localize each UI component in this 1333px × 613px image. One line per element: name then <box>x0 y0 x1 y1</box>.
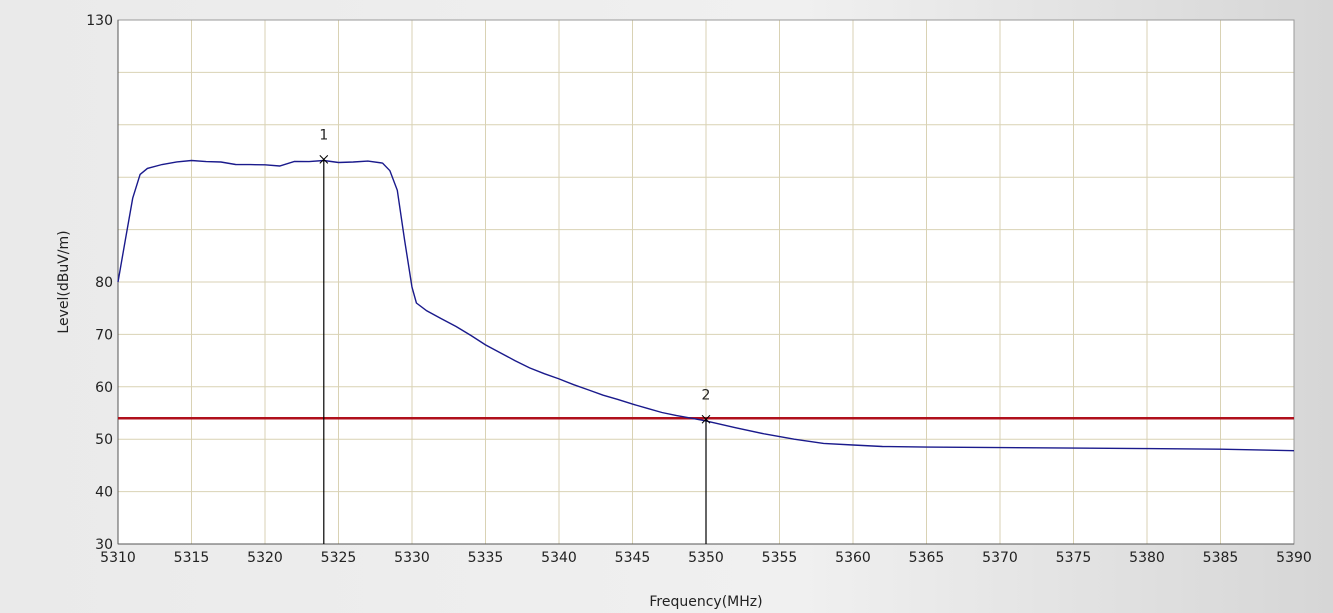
x-tick-label: 5365 <box>909 550 945 566</box>
marker-point <box>701 414 711 424</box>
x-tick-label: 5385 <box>1203 550 1239 566</box>
x-tick-label: 5370 <box>982 550 1018 566</box>
y-axis-title: Level(dBuV/m) <box>56 230 72 333</box>
x-tick-label: 5345 <box>615 550 651 566</box>
x-tick-label: 5315 <box>174 550 210 566</box>
y-tick-label: 130 <box>86 13 113 29</box>
x-tick-label: 5390 <box>1276 550 1312 566</box>
x-tick-label: 5355 <box>762 550 798 566</box>
x-tick-label: 5380 <box>1129 550 1165 566</box>
y-tick-label: 30 <box>95 537 113 553</box>
x-axis-title: Frequency(MHz) <box>649 594 762 610</box>
x-tick-label: 5310 <box>100 550 136 566</box>
grid-layer <box>118 20 1294 544</box>
x-tick-label: 5350 <box>688 550 724 566</box>
marker-label: 2 <box>702 387 711 403</box>
y-tick-label: 80 <box>95 275 113 291</box>
series-layer <box>117 159 1295 452</box>
x-tick-label: 5375 <box>1056 550 1092 566</box>
marker-layer: 12 <box>319 127 710 544</box>
x-tick-label: 5325 <box>321 550 357 566</box>
y-tick-label: 50 <box>95 432 113 448</box>
x-tick-label: 5360 <box>835 550 871 566</box>
x-tick-label: 5330 <box>394 550 430 566</box>
marker-label: 1 <box>319 127 328 143</box>
y-tick-label: 40 <box>95 485 113 501</box>
y-tick-label: 70 <box>95 327 113 343</box>
x-tick-label: 5335 <box>468 550 504 566</box>
x-tick-label: 5320 <box>247 550 283 566</box>
marker-point <box>319 155 329 164</box>
series-line <box>117 159 1295 452</box>
x-tick-label: 5340 <box>541 550 577 566</box>
y-tick-label: 60 <box>95 380 113 396</box>
